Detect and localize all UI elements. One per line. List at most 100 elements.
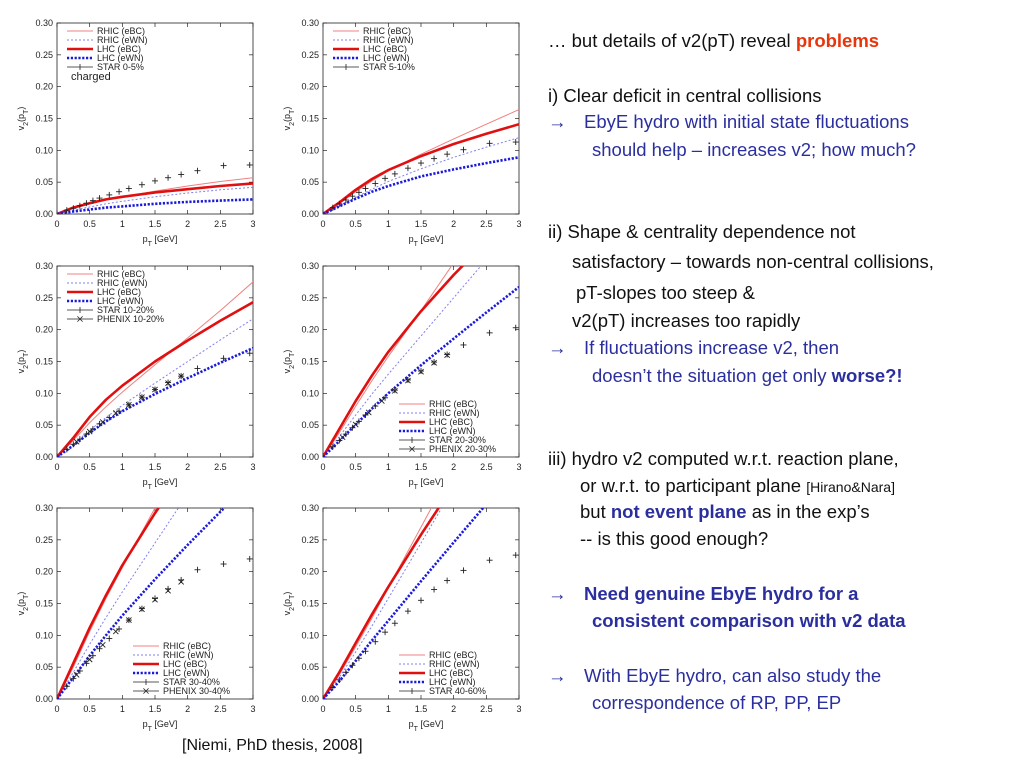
legend-item: PHENIX 20-30% (399, 444, 496, 454)
legend-item: LHC (eWN) (67, 296, 144, 306)
data-point-star-20-30 (460, 341, 467, 348)
data-point-star-0-5 (116, 188, 123, 195)
data-point-star-30-40 (116, 625, 123, 632)
data-point-star-40-60 (460, 567, 467, 574)
x-tick-label: 3 (516, 462, 521, 472)
x-tick-label: 0.5 (83, 219, 96, 229)
data-point-star-40-60 (329, 684, 336, 691)
y-axis-label: v2(pT) (282, 350, 296, 374)
y-tick-label: 0.05 (301, 662, 319, 672)
data-point-star-20-30 (444, 351, 451, 358)
data-point-phenix-10-20 (178, 373, 185, 380)
legend-item: RHIC (eBC) (399, 650, 477, 660)
data-point-star-0-5 (89, 197, 96, 204)
x-tick-label: 0 (54, 462, 59, 472)
x-tick-label: 0.5 (83, 704, 96, 714)
y-tick-label: 0.30 (301, 503, 319, 513)
x-tick-label: 3 (250, 462, 255, 472)
note-line-14: -- is this good enough? (580, 528, 769, 549)
data-point-phenix-20-30 (365, 409, 372, 416)
note-line-16: consistent comparison with v2 data (592, 610, 906, 631)
legend-label: RHIC (eBC) (97, 26, 145, 36)
note-line-1: … but details of v2(pT) reveal problems (548, 30, 879, 52)
x-tick-label: 3 (516, 219, 521, 229)
data-point-star-0-5 (246, 161, 253, 168)
data-point-star-10-20 (165, 379, 172, 386)
data-point-star-30-40 (152, 595, 158, 602)
data-point-phenix-10-20 (73, 438, 80, 445)
legend-item: LHC (eBC) (399, 668, 473, 678)
y-tick-label: 0.30 (35, 18, 53, 28)
v2-chart-3: 0 0.5 1 1.5 2 2.5 3 0.00 0.05 0.10 0.15 0.20 0.25 0.3… (16, 261, 256, 491)
data-point-star-5-10 (336, 200, 343, 207)
data-point-phenix-30-40 (125, 617, 132, 623)
note-line-17: → With EbyE hydro, can also study the (548, 665, 881, 687)
y-tick-label: 0.05 (301, 420, 319, 430)
note-line-12: or w.r.t. to participant plane [Hirano&N… (580, 475, 895, 498)
legend-label: LHC (eWN) (429, 426, 476, 436)
y-tick-label: 0.00 (35, 694, 53, 704)
y-tick-label: 0.25 (301, 535, 319, 545)
data-point-star-30-40 (63, 683, 70, 690)
legend-label: RHIC (eBC) (429, 650, 477, 660)
x-tick-label: 2.5 (480, 462, 493, 472)
data-point-star-30-40 (89, 652, 96, 659)
y-tick-label: 0.10 (301, 145, 319, 155)
data-point-star-10-20 (63, 446, 70, 453)
data-point-phenix-20-30 (405, 377, 411, 384)
x-axis-label: pT [GeV] (143, 234, 178, 248)
y-tick-label: 0.10 (35, 630, 53, 640)
y-tick-label: 0.15 (301, 357, 319, 367)
data-point-star-40-60 (391, 620, 398, 627)
data-point-phenix-10-20 (165, 380, 171, 387)
y-tick-label: 0.20 (35, 82, 53, 92)
note-line-11: iii) hydro v2 computed w.r.t. reaction p… (548, 448, 899, 469)
data-point-star-20-30 (431, 359, 438, 366)
note-line-15: → Need genuine EbyE hydro for a (548, 583, 858, 605)
data-point-star-5-10 (404, 165, 411, 172)
data-point-phenix-20-30 (352, 421, 359, 428)
x-tick-label: 0 (54, 704, 59, 714)
series-lhc-ebc (323, 122, 519, 214)
data-point-star-20-30 (362, 411, 369, 418)
series-rhic-ewn (323, 137, 519, 214)
legend-item: STAR 30-40% (133, 677, 220, 687)
data-point-phenix-10-20 (125, 401, 132, 408)
data-point-star-0-5 (152, 177, 158, 184)
data-point-star-40-60 (336, 676, 343, 683)
arrow-icon: → (548, 337, 567, 358)
y-tick-label: 0.00 (35, 209, 53, 219)
x-tick-label: 2.5 (480, 704, 493, 714)
legend-item: RHIC (eWN) (333, 35, 414, 45)
data-point-phenix-30-40 (112, 628, 119, 635)
data-point-star-30-40 (76, 667, 83, 674)
y-tick-label: 0.30 (301, 18, 319, 28)
legend-item: LHC (eBC) (67, 44, 141, 54)
y-tick-label: 0.25 (35, 50, 53, 60)
data-point-star-5-10 (486, 140, 493, 147)
legend-item: LHC (eWN) (333, 53, 410, 63)
data-point-star-0-5 (63, 207, 70, 214)
series-rhic-ewn (323, 508, 443, 699)
data-point-star-30-40 (106, 635, 113, 642)
note-line-18: correspondence of RP, PP, EP (592, 692, 842, 713)
series-rhic-ewn (57, 508, 179, 699)
arrow-icon: → (548, 665, 567, 686)
note-line-7: pT-slopes too steep & (576, 282, 755, 303)
data-point-star-40-60 (362, 648, 369, 655)
legend-item: RHIC (eBC) (399, 399, 477, 409)
note-line-2: i) Clear deficit in central collisions (548, 85, 822, 106)
y-tick-label: 0.05 (35, 420, 53, 430)
x-tick-label: 0.5 (83, 462, 96, 472)
legend-label: LHC (eBC) (97, 287, 141, 297)
data-point-star-0-5 (220, 162, 227, 169)
series-lhc-ewn (323, 156, 519, 214)
data-point-star-40-60 (404, 608, 411, 615)
x-tick-label: 1.5 (149, 704, 162, 714)
data-point-star-0-5 (125, 185, 132, 192)
data-point-star-0-5 (178, 171, 185, 178)
data-point-star-40-60 (444, 577, 451, 584)
data-point-star-20-30 (418, 368, 424, 375)
data-point-star-0-5 (96, 195, 103, 202)
data-point-phenix-20-30 (378, 398, 385, 404)
